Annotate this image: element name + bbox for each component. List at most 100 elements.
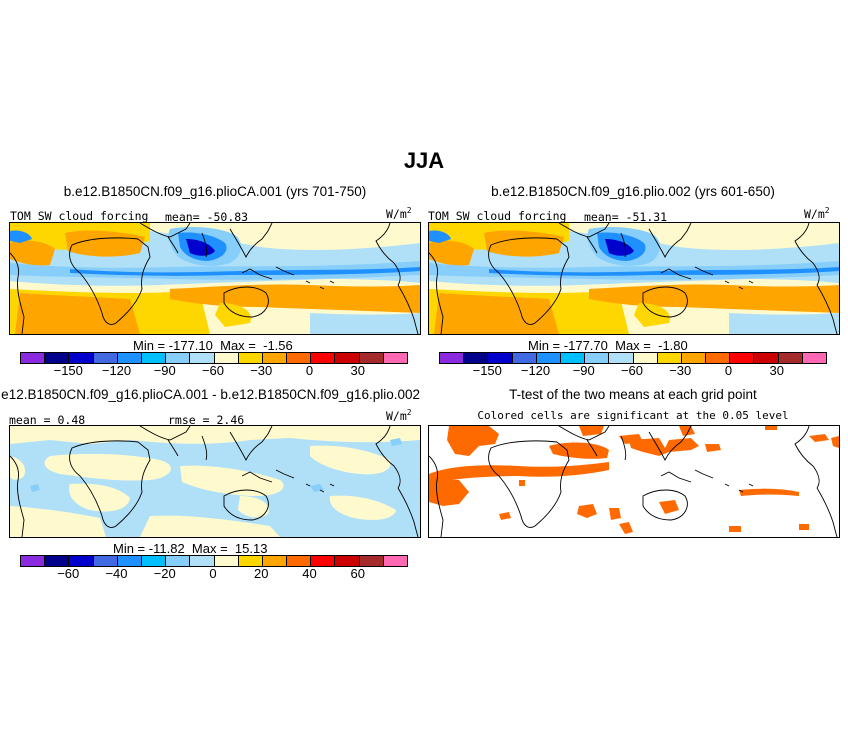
panel2-colorbar-swatch (778, 353, 803, 363)
panel2-colorbar-tick-label: −90 (572, 363, 595, 378)
panel3-colorbar-tick-label: −20 (153, 566, 176, 581)
panel2-colorbar-swatch (488, 353, 513, 363)
panel1-map (9, 222, 421, 335)
panel1-colorbar-swatch (383, 353, 407, 363)
panel1-colorbar-swatch (359, 353, 384, 363)
panel1-title: b.e12.B1850CN.f09_g16.plioCA.001 (yrs 70… (63, 184, 367, 199)
panel2-colorbar-swatch (512, 353, 537, 363)
panel1-colorbar-swatch (190, 353, 215, 363)
panel3-mean: mean = 0.48 (9, 413, 85, 427)
panel1-colorbar-swatch (262, 353, 288, 363)
main-title: JJA (403, 148, 445, 173)
panel2-title: b.e12.B1850CN.f09_g16.plio.002 (yrs 601-… (491, 184, 775, 199)
panel2-colorbar-swatch (464, 353, 489, 363)
panel1-colorbar-ticks: −150 −120 −90 −60 −30 0 30 (20, 363, 406, 379)
panel1-colorbar-swatch (21, 353, 46, 363)
panel3-colorbar-swatch (311, 556, 336, 566)
panel1-units: W/m2 (386, 206, 412, 221)
panel2-colorbar-tick-label: 30 (769, 363, 784, 378)
panel3-colorbar-tick-label: 20 (254, 566, 269, 581)
panel3-colorbar-swatch (166, 556, 191, 566)
panel3-colorbar-swatch (383, 556, 407, 566)
panel3-colorbar-swatch (238, 556, 263, 566)
panel2-mean-label: mean= (584, 210, 619, 224)
panel2-colorbar-swatch (706, 353, 731, 363)
panel3-mean-label: mean = (9, 413, 51, 427)
panel2-colorbar-swatch (560, 353, 586, 363)
panel1-mean: mean= -50.83 (165, 210, 248, 224)
panel2-colorbar-swatch (681, 353, 707, 363)
panel1-minmax: Min = -177.10 Max = -1.56 (133, 338, 293, 353)
panel1-colorbar-tick-label: −120 (101, 363, 132, 378)
panel1-colorbar-swatch (141, 353, 167, 363)
panel3-colorbar-swatch (335, 556, 360, 566)
panel3-mean-value: 0.48 (57, 413, 86, 427)
panel3-colorbar-ticks: −60 −40 −20 0 20 40 60 (20, 566, 406, 582)
panel3-colorbar-swatch (262, 556, 288, 566)
panel3-rmse-label: rmse = (168, 413, 210, 427)
panel3-colorbar-swatch (93, 556, 118, 566)
panel2-minmax: Min = -177.70 Max = -1.80 (528, 338, 688, 353)
panel2-colorbar-tick-label: −120 (520, 363, 551, 378)
panel1-variable: TOM SW cloud forcing (10, 209, 149, 223)
panel2-mean: mean= -51.31 (584, 210, 667, 224)
panel1-colorbar-swatch (93, 353, 118, 363)
panel3-colorbar-swatch (69, 556, 94, 566)
panel3-colorbar-tick-label: 40 (302, 566, 317, 581)
panel1-colorbar-tick-label: −60 (201, 363, 225, 378)
panel3-rmse: rmse = 2.46 (168, 413, 244, 427)
panel4-title: T-test of the two means at each grid poi… (509, 387, 757, 402)
panel2-units: W/m2 (804, 206, 830, 221)
panel3-rmse-value: 2.46 (216, 413, 245, 427)
panel2-map (428, 222, 840, 335)
panel2-colorbar-ticks: −150 −120 −90 −60 −30 0 30 (439, 363, 825, 379)
panel1-colorbar-swatch (287, 353, 312, 363)
panel2-colorbar-tick-label: −60 (620, 363, 644, 378)
panel1-colorbar-tick-label: −30 (250, 363, 273, 378)
panel2-colorbar-tick-label: −150 (472, 363, 502, 378)
panel1-colorbar-swatch (311, 353, 336, 363)
panel2-colorbar-swatch (802, 353, 826, 363)
panel3-title: b.e12.B1850CN.f09_g16.plioCA.001 - b.e12… (0, 387, 420, 402)
panel1-colorbar-swatch (238, 353, 263, 363)
panel1-colorbar-swatch (166, 353, 191, 363)
panel1-colorbar-swatch (117, 353, 142, 363)
panel2-mean-value: -51.31 (625, 210, 668, 224)
panel3-units: W/m2 (386, 408, 412, 423)
panel2-colorbar-swatch (585, 353, 610, 363)
panel1-colorbar-swatch (214, 353, 239, 363)
panel3-colorbar (20, 555, 408, 567)
panel1-colorbar-tick-label: 30 (350, 363, 365, 378)
panel3-map (9, 425, 421, 538)
panel1-mean-label: mean= (165, 210, 200, 224)
panel4-subtitle: Colored cells are significant at the 0.0… (477, 409, 789, 422)
panel3-colorbar-swatch (214, 556, 239, 566)
panel1-colorbar (20, 352, 408, 364)
panel2-colorbar-swatch (609, 353, 634, 363)
panel4-map (428, 425, 840, 538)
panel3-colorbar-tick-label: −40 (105, 566, 128, 581)
panel2-variable: TOM SW cloud forcing (428, 209, 567, 223)
panel2-colorbar-swatch (730, 353, 755, 363)
panel2-colorbar-tick-label: 0 (724, 363, 733, 378)
panel1-colorbar-tick-label: 0 (305, 363, 314, 378)
panel1-colorbar-swatch (45, 353, 70, 363)
panel3-colorbar-swatch (359, 556, 384, 566)
panel3-colorbar-swatch (287, 556, 312, 566)
panel1-mean-value: -50.83 (206, 210, 249, 224)
panel3-colorbar-swatch (21, 556, 46, 566)
panel1-colorbar-swatch (69, 353, 94, 363)
panel2-colorbar-swatch (754, 353, 779, 363)
panel2-colorbar-swatch (440, 353, 465, 363)
panel3-colorbar-tick-label: 0 (209, 566, 217, 581)
panel2-colorbar-tick-label: −30 (669, 363, 692, 378)
panel2-colorbar-swatch (536, 353, 561, 363)
panel1-colorbar-tick-label: −90 (153, 363, 176, 378)
panel2-colorbar (439, 352, 827, 364)
panel3-minmax: Min = -11.82 Max = 15.13 (113, 541, 268, 556)
panel1-colorbar-tick-label: −150 (53, 363, 83, 378)
panel1-colorbar-swatch (335, 353, 360, 363)
panel2-colorbar-swatch (657, 353, 682, 363)
panel3-colorbar-swatch (45, 556, 70, 566)
panel3-colorbar-tick-label: 60 (350, 566, 365, 581)
